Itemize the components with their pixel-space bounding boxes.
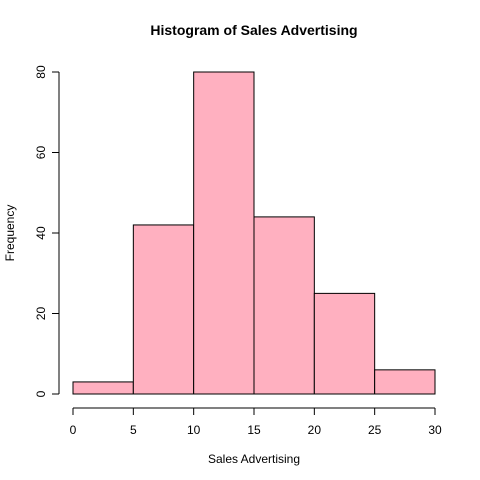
y-tick-label: 20 (34, 307, 48, 321)
histogram-bar (374, 369, 436, 395)
x-tick-label: 10 (187, 423, 201, 437)
x-tick-label: 0 (70, 423, 77, 437)
y-tick-label: 80 (34, 65, 48, 79)
x-tick-label: 15 (247, 423, 261, 437)
chart-title: Histogram of Sales Advertising (150, 22, 357, 38)
x-axis: 0 5 10 15 20 25 30 (70, 407, 442, 437)
histogram-bar (72, 381, 134, 395)
x-tick-label: 25 (368, 423, 382, 437)
x-axis-label: Sales Advertising (208, 452, 300, 466)
y-axis: 0 20 40 60 80 (34, 65, 60, 397)
x-tick-label: 30 (428, 423, 442, 437)
histogram-bar (313, 292, 376, 395)
histogram-bar (193, 71, 255, 395)
histogram-bar (253, 216, 315, 395)
x-tick-label: 20 (308, 423, 322, 437)
y-tick-label: 60 (34, 146, 48, 160)
histogram-bar (132, 224, 195, 395)
y-tick-label: 40 (34, 226, 48, 240)
y-tick-label: 0 (34, 390, 48, 397)
y-axis-label: Frequency (3, 205, 17, 262)
x-tick-label: 5 (130, 423, 137, 437)
bars-group (72, 71, 436, 395)
